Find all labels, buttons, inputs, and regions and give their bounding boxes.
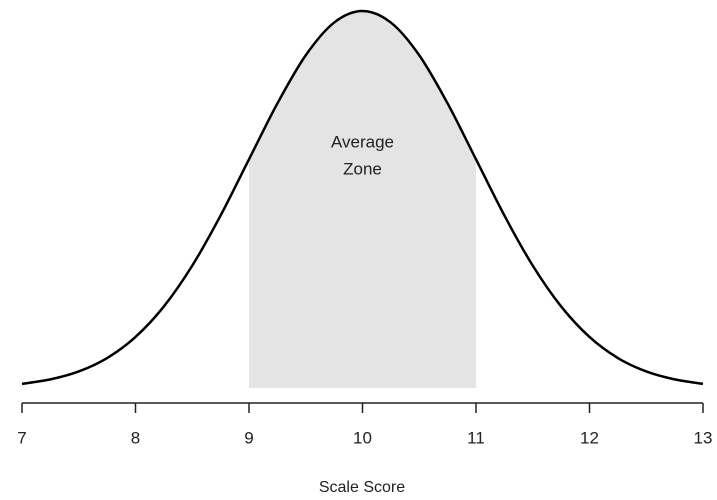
annotation: Average bbox=[331, 132, 394, 151]
density-curve bbox=[21, 9, 704, 386]
x-tick-label: 13 bbox=[694, 428, 713, 447]
x-tick-label: 12 bbox=[580, 428, 599, 447]
x-tick-label: 9 bbox=[244, 428, 253, 447]
x-tick-label: 7 bbox=[17, 428, 26, 447]
x-tick-label: 11 bbox=[467, 428, 485, 447]
x-axis-label: Scale Score bbox=[319, 479, 405, 496]
x-tick-label: 10 bbox=[353, 428, 372, 447]
shaded-zone bbox=[249, 11, 476, 389]
x-tick-label: 8 bbox=[131, 428, 140, 447]
annotation: Zone bbox=[343, 159, 382, 178]
